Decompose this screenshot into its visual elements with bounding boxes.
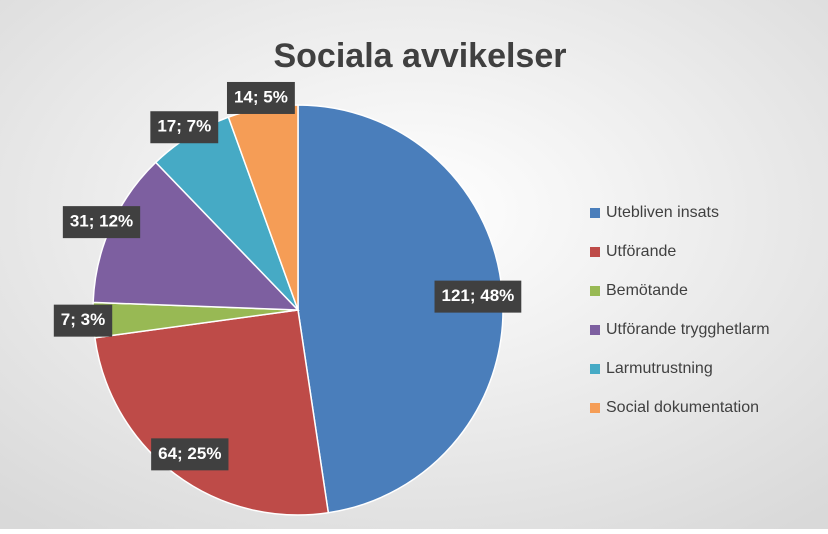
data-label-box bbox=[62, 206, 141, 239]
data-label-box bbox=[53, 304, 113, 337]
data-label: 14; 5% bbox=[234, 87, 288, 106]
data-label-box bbox=[226, 81, 295, 114]
legend-swatch bbox=[590, 403, 600, 413]
legend-swatch bbox=[590, 208, 600, 218]
legend-label: Larmutrustning bbox=[606, 360, 713, 377]
data-label: 64; 25% bbox=[158, 444, 221, 463]
legend-label: Bemötande bbox=[606, 282, 688, 299]
legend-label: Utförande bbox=[606, 243, 676, 260]
data-label-box bbox=[150, 111, 219, 144]
data-label: 31; 12% bbox=[70, 212, 133, 231]
legend-label: Utförande trygghetlarm bbox=[606, 321, 770, 338]
data-label-box bbox=[434, 280, 522, 313]
legend-swatch bbox=[590, 364, 600, 374]
legend-swatch bbox=[590, 286, 600, 296]
data-label-box bbox=[151, 438, 229, 471]
legend-swatch bbox=[590, 247, 600, 257]
legend-label: Social dokumentation bbox=[606, 399, 759, 416]
legend-label: Utebliven insats bbox=[606, 204, 719, 221]
pie-slice bbox=[94, 309, 330, 516]
legend-swatch bbox=[590, 325, 600, 335]
chart-title: Sociala avvikelser bbox=[273, 37, 566, 75]
data-label: 121; 48% bbox=[442, 286, 515, 305]
data-label: 17; 7% bbox=[157, 117, 211, 136]
data-label: 7; 3% bbox=[61, 310, 105, 329]
